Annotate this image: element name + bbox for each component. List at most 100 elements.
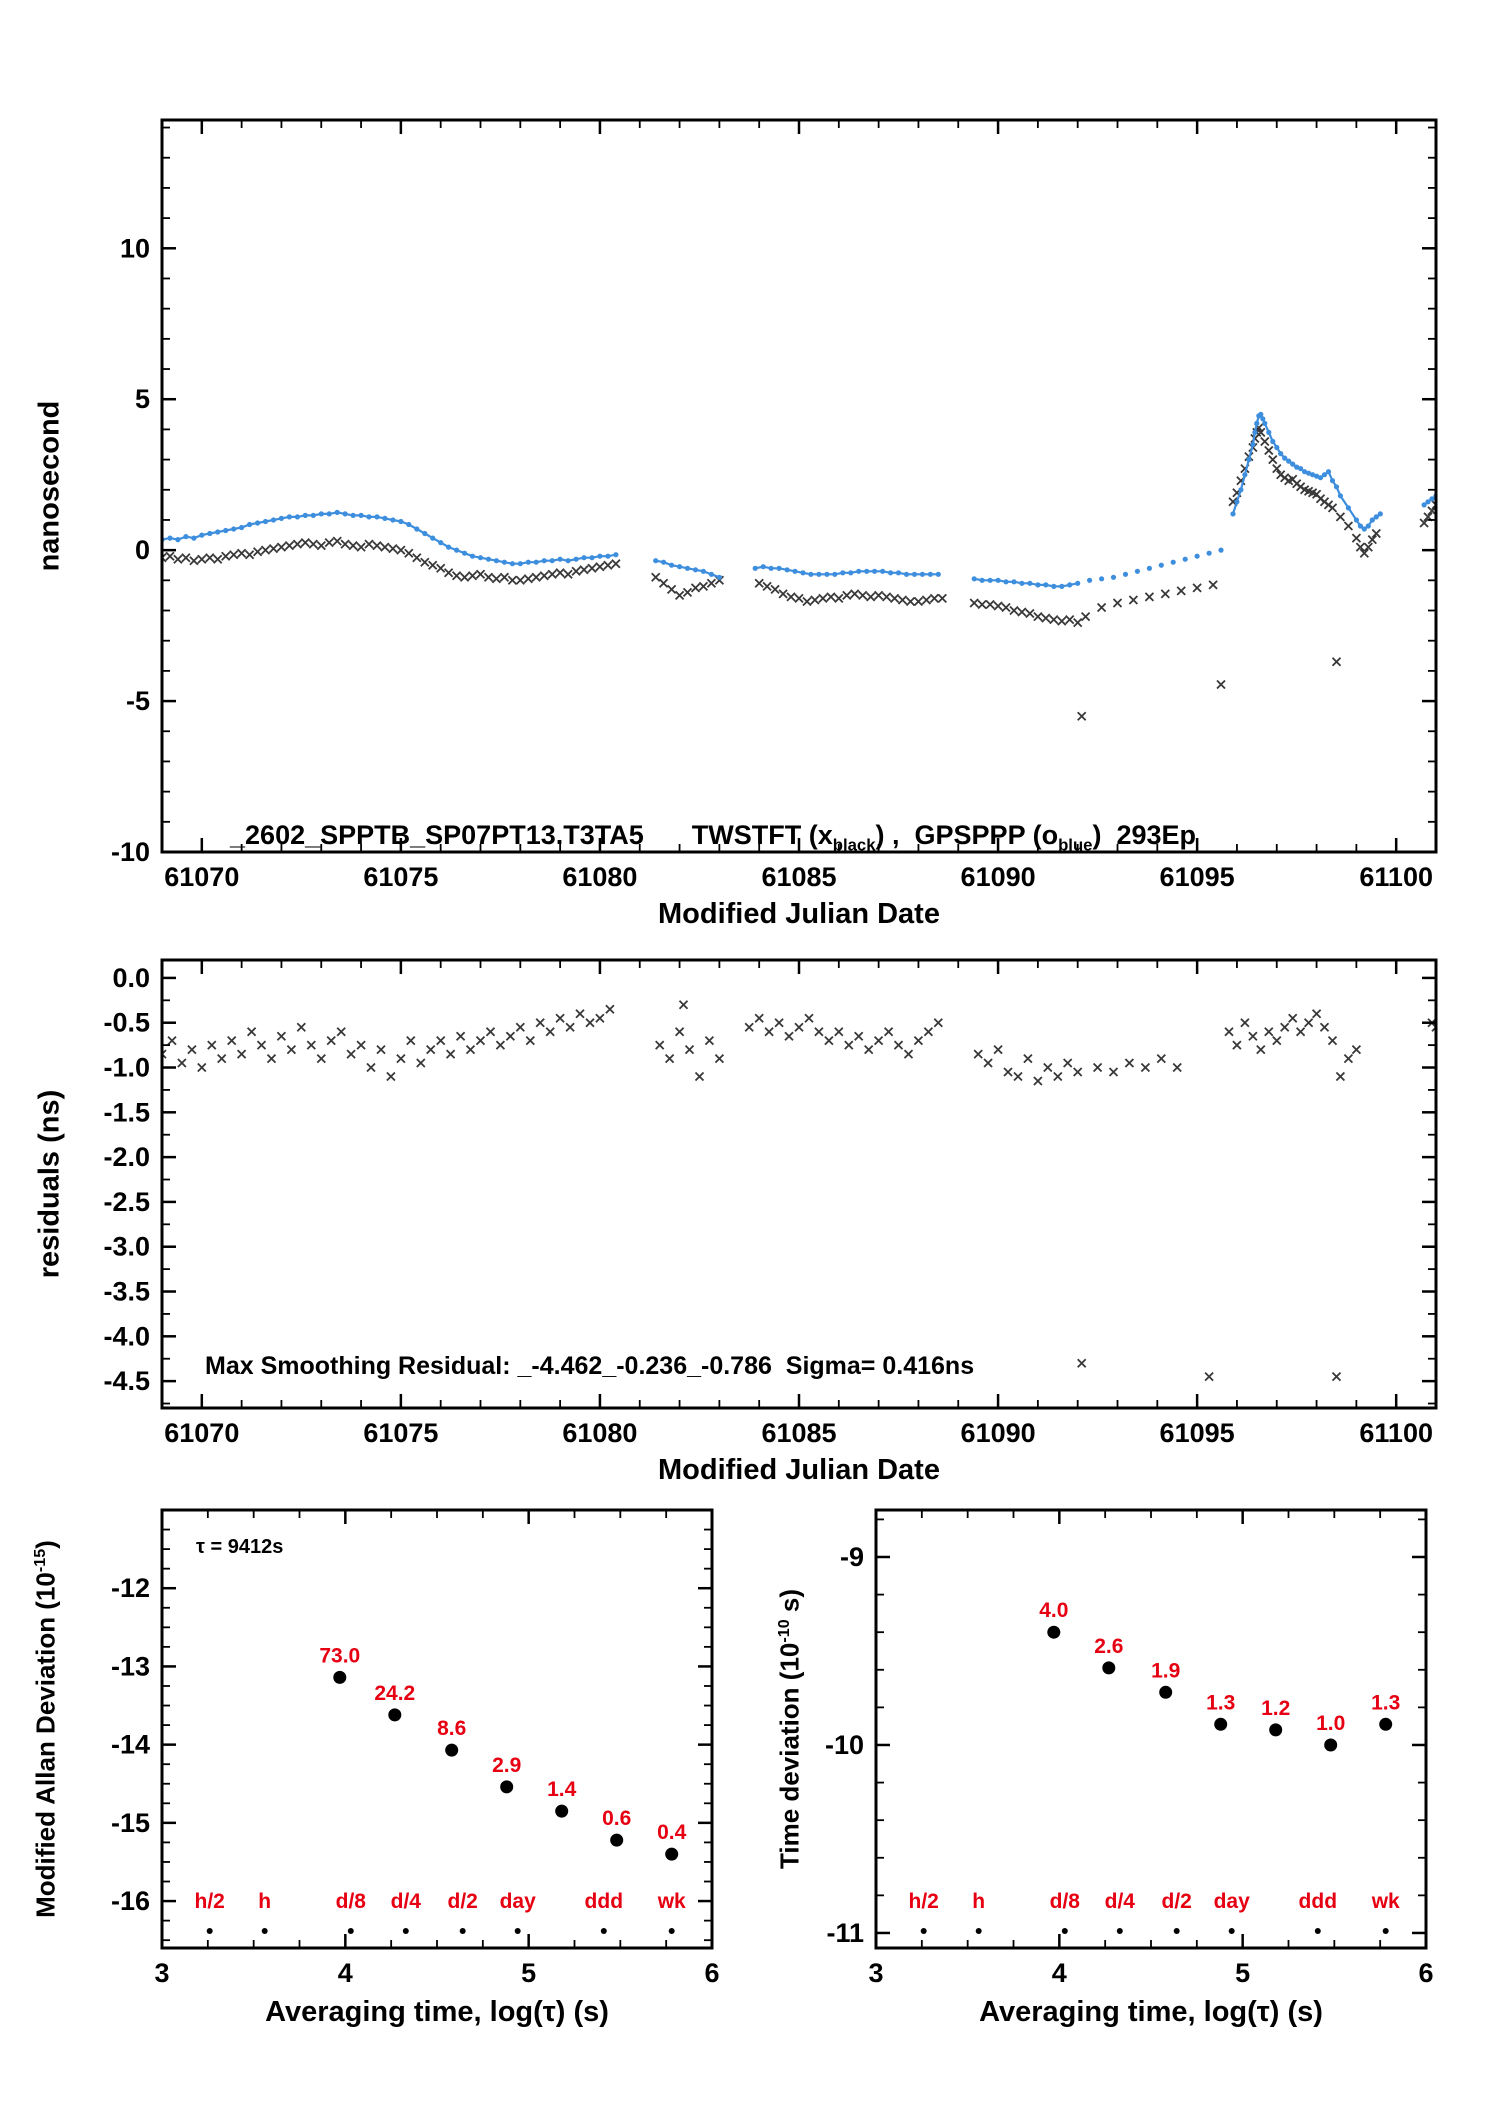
x-marker: [286, 1044, 297, 1055]
tau-marker-label: wk: [1371, 1890, 1400, 1913]
x-marker: [864, 1044, 874, 1055]
dot-marker: [677, 564, 683, 570]
legend-gpsppp: ) , GPSPPP (o: [875, 820, 1059, 850]
dev-point: [1159, 1685, 1173, 1699]
dot-marker: [215, 529, 221, 535]
dot-marker: [1110, 574, 1117, 580]
x-marker: [1172, 1062, 1182, 1073]
dot-marker: [175, 537, 181, 543]
dot-marker: [784, 567, 790, 573]
x-marker: [246, 1027, 257, 1037]
chart-mdev: 73.0 24.2 8.6 2.9 1.4 0.6 0.4 h/2 h d/8 d/4 d/2 day d…: [111, 1508, 720, 1988]
dot-marker: [987, 577, 993, 583]
dot-marker: [1003, 579, 1009, 585]
y-tick-label: 0: [135, 535, 150, 565]
dot-marker: [270, 517, 277, 523]
dot-marker: [1314, 473, 1320, 479]
x-marker: [455, 1031, 466, 1041]
x-marker: [1295, 1027, 1306, 1037]
dot-marker: [342, 511, 348, 517]
dot-marker: [326, 511, 332, 517]
x-marker: [555, 1013, 565, 1023]
x-marker: [1343, 521, 1354, 531]
dev-value-label: 1.2: [1261, 1697, 1290, 1720]
dot-marker: [1238, 487, 1244, 493]
x-marker: [651, 572, 661, 582]
x-marker: [1351, 1044, 1362, 1055]
tau-marker-label: d/4: [1105, 1890, 1136, 1913]
x-tick-label: 6: [704, 1958, 719, 1988]
y-axis-title-residuals: residuals (ns): [33, 1089, 66, 1279]
x-marker: [1327, 1035, 1338, 1046]
dot-marker: [1134, 568, 1140, 574]
x-marker: [1367, 534, 1377, 545]
x-marker: [515, 575, 525, 585]
dataset-id: _2602_SPPTB_SP07PT13.T3TA5: [230, 820, 644, 850]
x-marker: [866, 592, 876, 602]
x-marker: [658, 578, 669, 588]
legend-black-subscript: black: [832, 835, 876, 855]
dot-marker: [398, 518, 404, 525]
x-marker: [1224, 1027, 1234, 1037]
dot-marker: [864, 568, 870, 574]
gpsppp-line: [162, 511, 617, 565]
tau-marker-dot: [1314, 1928, 1321, 1934]
tau-marker-dot: [206, 1928, 213, 1934]
x-marker: [1023, 1053, 1033, 1064]
legend-twstft: TWSTFT (x: [691, 820, 833, 850]
dot-marker: [776, 565, 782, 571]
dev-point: [1214, 1717, 1228, 1731]
tau-marker-dot: [459, 1928, 466, 1934]
x-marker: [1077, 711, 1087, 721]
x-marker: [579, 565, 589, 575]
x-marker: [794, 593, 804, 604]
tau-marker-dot: [1382, 1928, 1389, 1934]
x-marker: [666, 584, 677, 595]
x-marker: [1073, 1067, 1083, 1077]
dot-marker: [581, 555, 587, 561]
dev-point: [388, 1708, 402, 1722]
x-marker: [1240, 1018, 1250, 1028]
dot-marker: [262, 518, 269, 525]
dot-marker: [684, 565, 691, 571]
dot-marker: [1258, 411, 1264, 417]
dot-marker: [1182, 556, 1188, 562]
dot-marker: [334, 509, 340, 515]
tau-marker-label: d/8: [336, 1890, 367, 1913]
dot-marker: [1194, 553, 1200, 559]
dot-marker: [903, 571, 910, 577]
x-marker: [1319, 1022, 1330, 1032]
x-marker: [1371, 528, 1381, 539]
dev-value-label: 1.3: [1206, 1691, 1235, 1714]
x-marker: [260, 545, 271, 555]
x-marker: [436, 1035, 446, 1046]
x-marker: [1063, 1058, 1073, 1068]
x-marker: [1272, 463, 1282, 474]
dot-marker: [589, 555, 595, 561]
x-axis-title-mjd-middle: Modified Julian Date: [658, 1454, 940, 1486]
x-marker: [595, 1013, 605, 1023]
x-marker: [380, 542, 390, 552]
dev-value-label: 1.4: [547, 1778, 577, 1801]
dot-marker: [911, 571, 918, 577]
x-marker: [973, 1049, 983, 1059]
dot-marker: [1242, 472, 1248, 478]
dot-marker: [872, 568, 878, 574]
tau-marker-dot: [261, 1928, 268, 1934]
dot-marker: [422, 530, 428, 537]
dot-marker: [1310, 472, 1316, 478]
dot-marker: [816, 571, 822, 577]
x-marker: [316, 1053, 326, 1064]
x-marker: [356, 542, 366, 552]
x-marker: [571, 566, 581, 576]
x-marker: [913, 1035, 924, 1046]
dot-marker: [1317, 475, 1324, 481]
dot-marker: [1337, 493, 1343, 499]
x-marker: [802, 596, 812, 607]
x-marker: [1041, 613, 1051, 623]
x-marker: [555, 568, 565, 578]
x-marker: [565, 1022, 575, 1032]
tau-marker-label: wk: [657, 1890, 686, 1913]
dot-marker: [1321, 472, 1328, 478]
x-marker: [483, 572, 494, 582]
